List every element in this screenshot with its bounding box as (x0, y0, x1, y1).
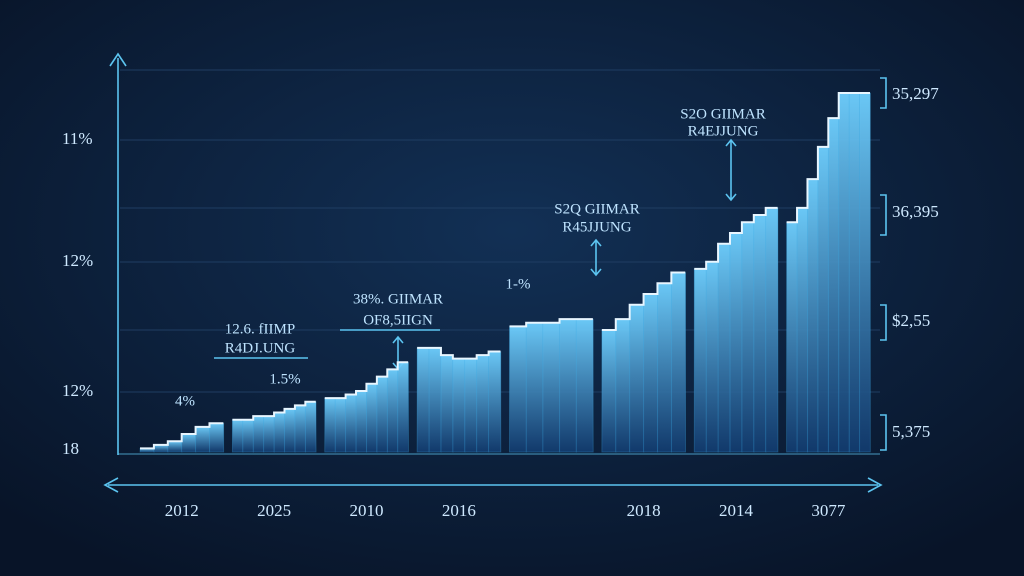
bar (304, 401, 317, 453)
bar (488, 351, 502, 453)
annotation: S2Q GIIMAR (554, 201, 639, 217)
bar (376, 376, 388, 453)
bar (817, 146, 830, 453)
bar (231, 419, 244, 453)
bar (753, 214, 767, 453)
bar (717, 243, 731, 453)
left-label: 11% (62, 129, 93, 148)
axes (103, 52, 887, 493)
bar (705, 261, 719, 453)
bar-top (324, 361, 409, 400)
bar (838, 92, 850, 453)
bar (559, 318, 577, 453)
bar (786, 221, 798, 453)
bar (324, 397, 336, 453)
bar (416, 347, 430, 453)
bar (294, 404, 307, 453)
bar (334, 397, 347, 453)
bar (601, 329, 617, 453)
x-tick-label: 2025 (257, 501, 291, 520)
left-label: 12% (62, 381, 93, 400)
bar (765, 207, 779, 453)
annotation: OF8,5IIGN (363, 312, 433, 328)
annotation: R45JJUNG (562, 219, 631, 235)
x-tick-label: 2016 (442, 501, 476, 520)
bar (807, 178, 819, 453)
bar-top (232, 400, 316, 421)
bar (428, 347, 442, 453)
bar (542, 322, 561, 453)
bar-top (140, 422, 224, 450)
bar (355, 390, 368, 453)
right-label: $2,55 (892, 311, 930, 330)
left-label: 12% (62, 251, 93, 270)
bar (693, 268, 707, 453)
bar (575, 318, 594, 453)
annotation: 1.5% (269, 371, 300, 387)
bar (729, 232, 743, 453)
annotation: 38%. GIIMAR (353, 291, 443, 307)
bar (242, 419, 254, 453)
bar (629, 304, 645, 453)
bar (397, 361, 409, 453)
bar (345, 394, 357, 453)
bar-top (786, 92, 870, 224)
bar (657, 282, 673, 453)
bar (167, 440, 183, 453)
bar (476, 354, 490, 453)
x-tick-label: 3077 (811, 501, 846, 520)
bar (848, 92, 861, 453)
bar-top (417, 346, 501, 360)
x-tick-label: 2018 (627, 501, 661, 520)
bar (284, 408, 296, 453)
bar (859, 92, 871, 453)
bar (273, 412, 286, 453)
right-label: 5,375 (892, 422, 930, 441)
annotation: 1-% (506, 276, 531, 292)
annotation: 4% (175, 393, 195, 409)
bar (525, 322, 544, 453)
x-tick-label: 2014 (719, 501, 754, 520)
bar (153, 444, 169, 453)
bar (195, 426, 211, 453)
bar-top (509, 318, 593, 328)
bar (741, 221, 755, 453)
bar (827, 117, 840, 453)
bar (509, 325, 527, 453)
bar (263, 415, 275, 453)
right-label: 36,395 (892, 202, 939, 221)
bar (366, 383, 378, 453)
bar (181, 433, 197, 453)
x-tick-label: 2012 (165, 501, 199, 520)
bar (796, 207, 809, 453)
bar (670, 272, 686, 453)
bar (464, 358, 478, 453)
bar (643, 293, 659, 453)
bar (386, 369, 399, 453)
bar-top (601, 271, 686, 331)
bar (452, 358, 466, 453)
right-label: 35,297 (892, 84, 939, 103)
bar (440, 354, 454, 453)
bar (209, 422, 225, 453)
bar (615, 318, 631, 453)
annotation: R4DJ.UNG (225, 340, 296, 356)
annotation: R4EJJUNG (688, 123, 759, 139)
bar-top (694, 206, 778, 270)
x-tick-label: 2010 (349, 501, 383, 520)
bar (252, 415, 265, 453)
left-label: 18 (62, 439, 79, 458)
annotation: S2O GIIMAR (680, 106, 765, 122)
annotation: 12.6. fIIMP (225, 321, 295, 337)
